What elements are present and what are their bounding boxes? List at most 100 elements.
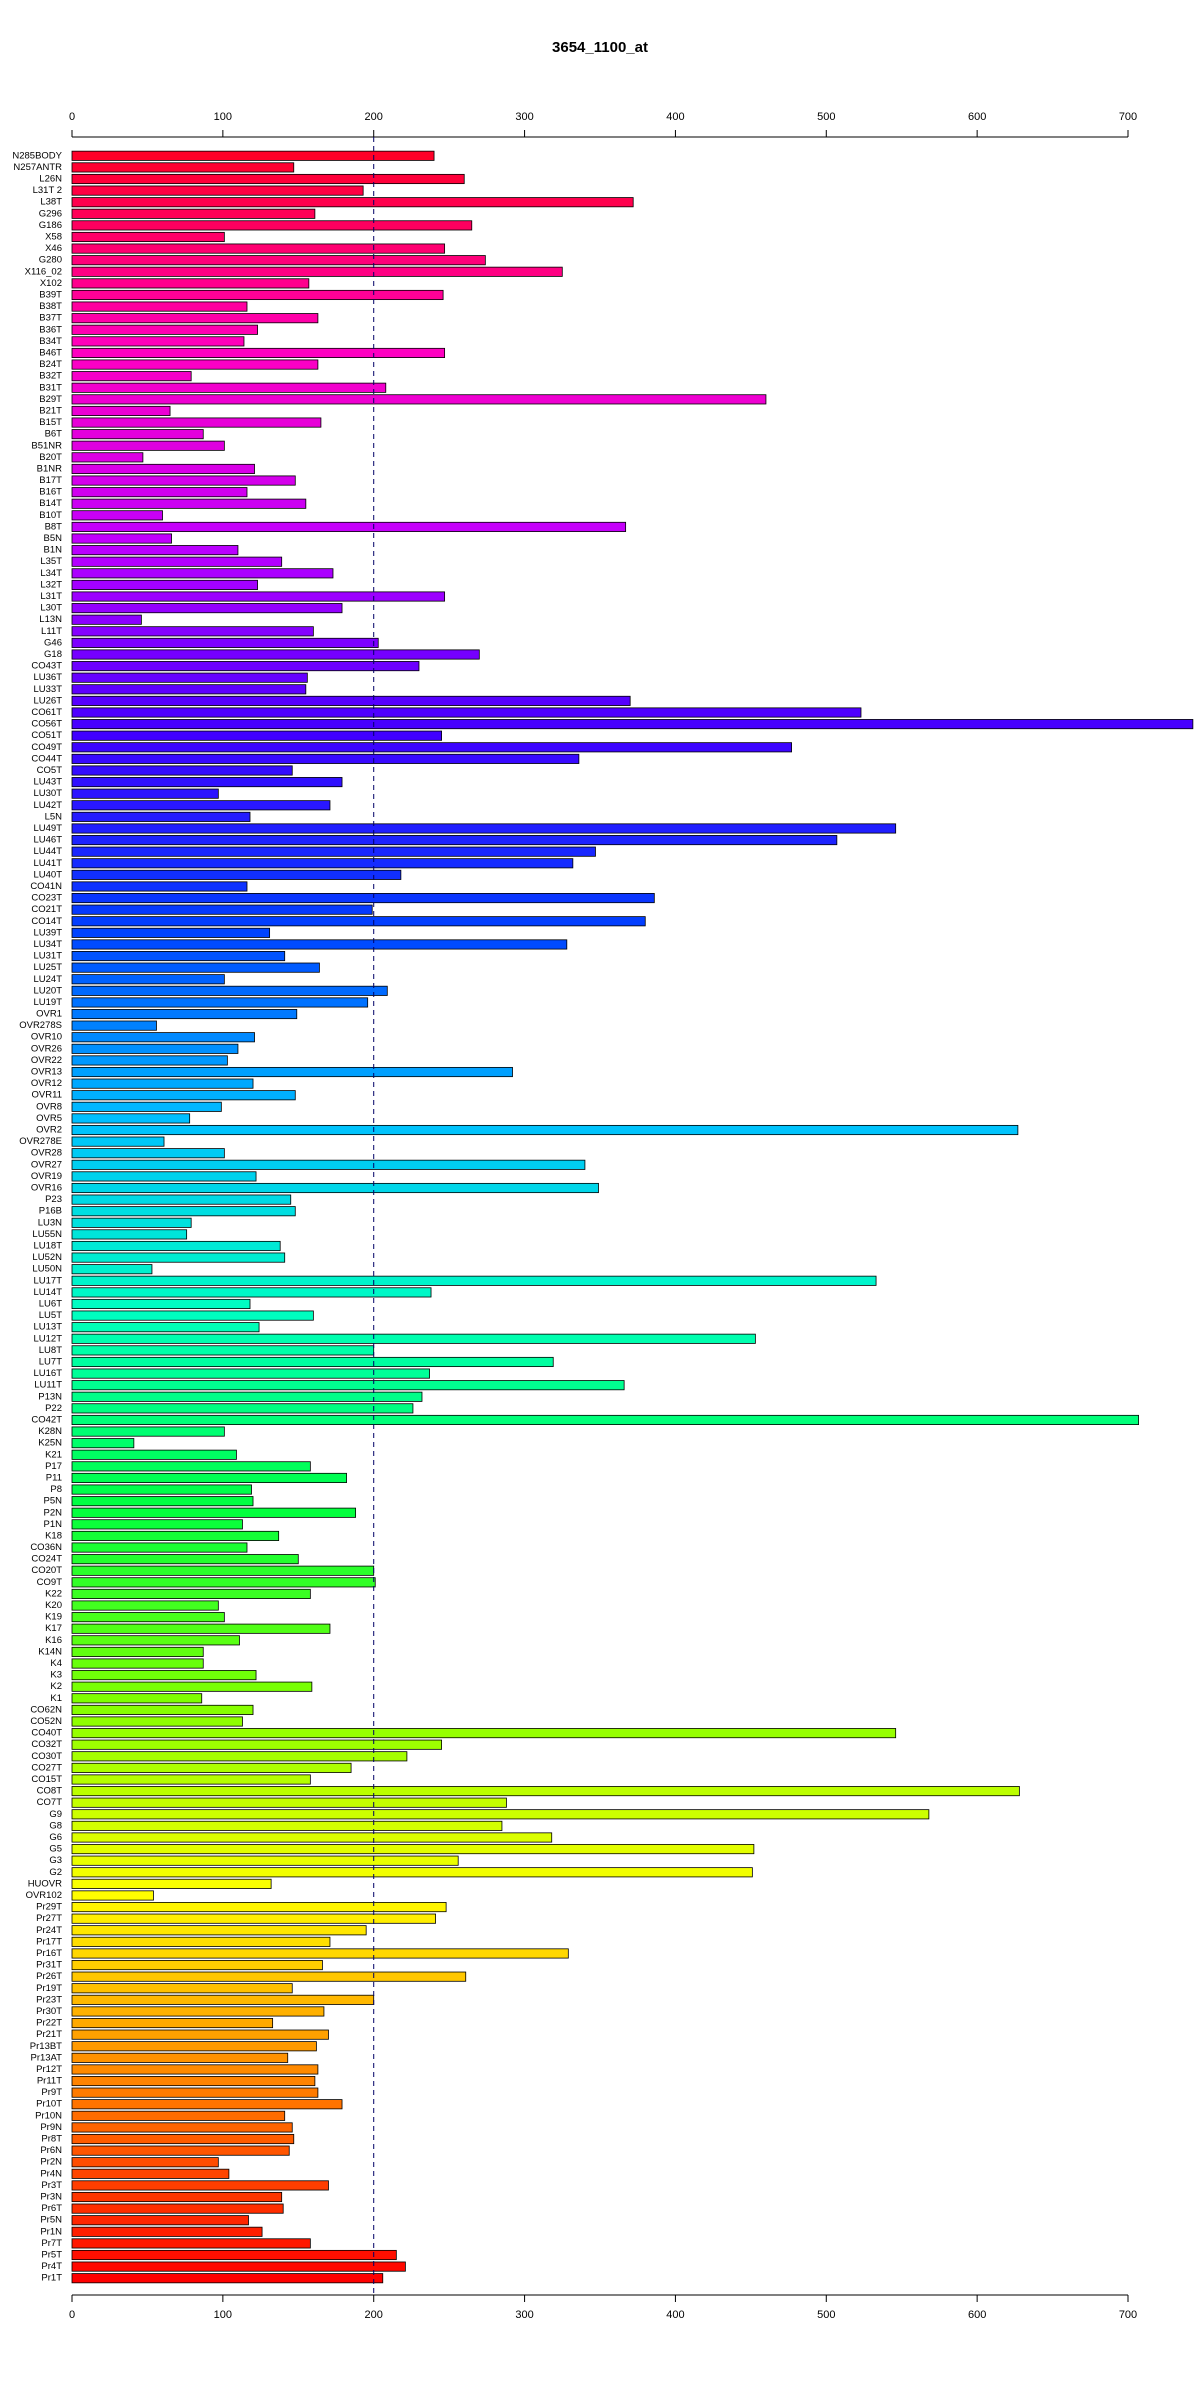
bar xyxy=(71,1971,467,1982)
bar xyxy=(71,1113,191,1124)
bar xyxy=(71,1925,367,1936)
y-tick-label: B20T xyxy=(39,452,62,463)
bar xyxy=(71,2052,289,2063)
y-tick-label: B31T xyxy=(39,382,62,393)
y-tick-label: B1NR xyxy=(37,463,62,474)
bar xyxy=(71,173,465,185)
bar xyxy=(71,1565,375,1576)
bar xyxy=(71,1090,296,1101)
y-tick-label: Pr9T xyxy=(41,2087,62,2098)
x-tick-label: 0 xyxy=(69,2309,75,2321)
x-tick-label: 200 xyxy=(365,2309,383,2321)
y-tick-label: X58 xyxy=(45,231,62,242)
bar xyxy=(71,394,767,405)
y-tick-label: LU52N xyxy=(32,1252,62,1263)
y-tick-label: K20 xyxy=(45,1600,62,1611)
bar xyxy=(71,927,271,938)
y-tick-label: L32T xyxy=(40,579,62,590)
bar xyxy=(71,359,319,370)
x-tick-label: 400 xyxy=(666,111,684,123)
y-tick-label: X102 xyxy=(40,278,62,289)
y-tick-label: OVR26 xyxy=(31,1043,62,1054)
bar xyxy=(71,429,204,440)
y-tick-label: LU25T xyxy=(33,962,62,973)
x-tick-label: 500 xyxy=(817,2309,835,2321)
bar xyxy=(71,533,172,544)
y-tick-label: LU14T xyxy=(33,1287,62,1298)
x-tick-label: 200 xyxy=(365,111,383,123)
bar xyxy=(71,405,171,416)
bar xyxy=(71,904,373,915)
y-tick-label: B32T xyxy=(39,371,62,382)
bar xyxy=(71,858,574,869)
bar xyxy=(71,347,446,359)
y-tick-label: G280 xyxy=(39,255,62,266)
bar xyxy=(71,1739,443,1750)
y-tick-label: B37T xyxy=(39,313,62,324)
y-tick-label: LU39T xyxy=(33,927,62,938)
y-tick-label: B8T xyxy=(45,521,63,532)
bar xyxy=(71,1484,252,1495)
y-tick-label: LU50N xyxy=(32,1264,62,1275)
bar xyxy=(71,1368,430,1379)
bar xyxy=(71,162,295,173)
x-tick-label: 600 xyxy=(968,111,986,123)
y-tick-label: P8 xyxy=(50,1484,62,1495)
bar xyxy=(71,1148,225,1159)
y-tick-label: LU13T xyxy=(33,1322,62,1333)
y-tick-label: Pr27T xyxy=(36,1913,62,1924)
y-tick-label: CO36N xyxy=(30,1542,62,1553)
y-tick-label: OVR11 xyxy=(32,1090,62,1101)
bar xyxy=(71,2006,325,2017)
y-tick-label: P11 xyxy=(46,1472,62,1483)
bar xyxy=(71,1043,239,1054)
y-tick-label: LU8T xyxy=(39,1345,62,1356)
bar xyxy=(71,1612,225,1623)
y-tick-label: CO15T xyxy=(31,1774,62,1785)
y-tick-label: K21 xyxy=(45,1449,62,1460)
bar xyxy=(71,1159,586,1170)
y-tick-label: LU46T xyxy=(33,835,62,846)
y-tick-label: L35T xyxy=(40,556,62,567)
bar xyxy=(71,2133,295,2145)
bar xyxy=(71,1554,299,1565)
y-tick-label: CO61T xyxy=(31,707,62,718)
bar xyxy=(71,382,387,393)
bar xyxy=(71,1206,296,1217)
y-tick-label: LU34T xyxy=(33,939,62,950)
bar xyxy=(71,1287,432,1298)
y-tick-label: P5N xyxy=(44,1496,63,1507)
bar xyxy=(71,893,655,904)
y-tick-label: LU18T xyxy=(33,1241,62,1252)
y-tick-label: Pr10T xyxy=(36,2099,62,2110)
bar xyxy=(71,1136,165,1147)
bar xyxy=(71,463,255,474)
y-tick-label: LU42T xyxy=(33,800,62,811)
y-tick-label: P17 xyxy=(45,1461,62,1472)
bar xyxy=(71,1832,553,1843)
x-tick-label: 300 xyxy=(515,111,533,123)
bar xyxy=(71,255,486,266)
bar xyxy=(71,2064,319,2075)
bar xyxy=(71,1449,237,1460)
y-tick-label: X46 xyxy=(45,243,62,254)
bar xyxy=(71,1078,254,1089)
bar xyxy=(71,649,480,660)
bar xyxy=(71,626,314,637)
bar xyxy=(71,1983,293,1994)
y-tick-label: CO27T xyxy=(31,1762,62,1773)
y-tick-label: OVR1 xyxy=(36,1009,62,1020)
y-tick-label: CO52N xyxy=(30,1716,62,1727)
bar xyxy=(71,2029,329,2040)
bar xyxy=(71,301,248,312)
bar xyxy=(71,1542,248,1553)
bar xyxy=(71,545,239,556)
bar xyxy=(71,556,283,567)
bar xyxy=(71,730,443,741)
y-tick-label: Pr26T xyxy=(36,1971,62,1982)
bar xyxy=(71,707,862,718)
bar xyxy=(71,1913,436,1924)
bar xyxy=(71,1960,323,1971)
y-tick-label: G6 xyxy=(49,1832,62,1843)
